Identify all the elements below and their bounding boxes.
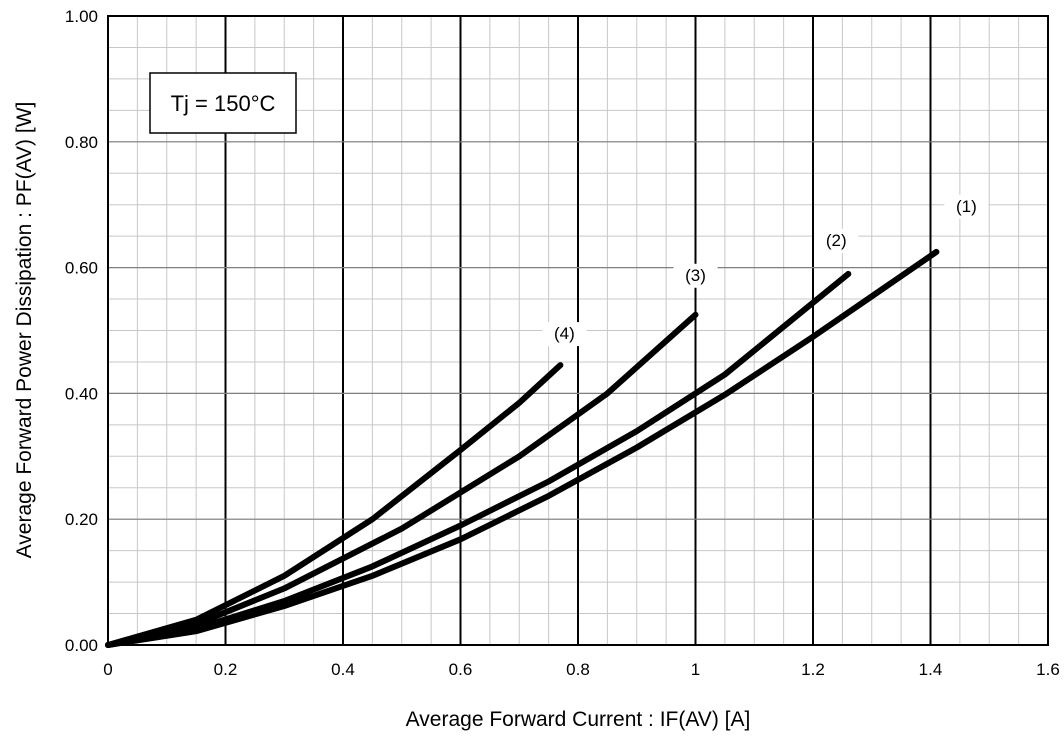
x-tick-labels: 0 0.2 0.4 0.6 0.8 1 1.2 1.4 1.6 — [103, 660, 1060, 679]
series-label-4: (4) — [554, 324, 575, 343]
series-label-1: (1) — [956, 197, 977, 216]
y-tick-label: 0.20 — [65, 510, 98, 529]
plot-frame — [107, 15, 1049, 646]
condition-box: Tj = 150°C — [149, 72, 297, 134]
x-tick-label: 0.6 — [449, 660, 473, 679]
y-axis-title: Average Forward Power Dissipation : PF(A… — [13, 102, 36, 559]
y-tick-label: 0.80 — [65, 133, 98, 152]
x-tick-label: 0.2 — [214, 660, 238, 679]
y-tick-label: 1.00 — [65, 7, 98, 26]
series-label-2: (2) — [826, 231, 847, 250]
y-tick-label: 0.60 — [65, 259, 98, 278]
series-lines — [105, 248, 940, 648]
x-tick-label: 0.8 — [566, 660, 590, 679]
series-label-3: (3) — [685, 266, 706, 285]
series-label-bg — [944, 194, 989, 219]
series-label-bg — [542, 322, 587, 347]
x-tick-label: 0 — [103, 660, 112, 679]
x-tick-label: 1.6 — [1036, 660, 1060, 679]
series-label-bg — [814, 228, 859, 253]
series-label-bg — [673, 263, 718, 288]
x-tick-label: 0.4 — [331, 660, 355, 679]
series-line-2 — [105, 270, 852, 648]
series-line-4 — [105, 362, 564, 648]
y-tick-label: 0.40 — [65, 384, 98, 403]
series-labels: (1) (2) (3) (4) — [542, 194, 989, 347]
condition-text: Tj = 150°C — [171, 91, 276, 116]
y-tick-labels: 0.00 0.20 0.40 0.60 0.80 1.00 — [65, 7, 98, 655]
y-tick-label: 0.00 — [65, 636, 98, 655]
x-axis-title: Average Forward Current : IF(AV) [A] — [406, 708, 751, 731]
series-line-3 — [105, 311, 699, 648]
series-line-1 — [105, 248, 940, 648]
x-tick-label: 1.2 — [801, 660, 825, 679]
x-tick-label: 1 — [691, 660, 700, 679]
x-tick-label: 1.4 — [919, 660, 943, 679]
